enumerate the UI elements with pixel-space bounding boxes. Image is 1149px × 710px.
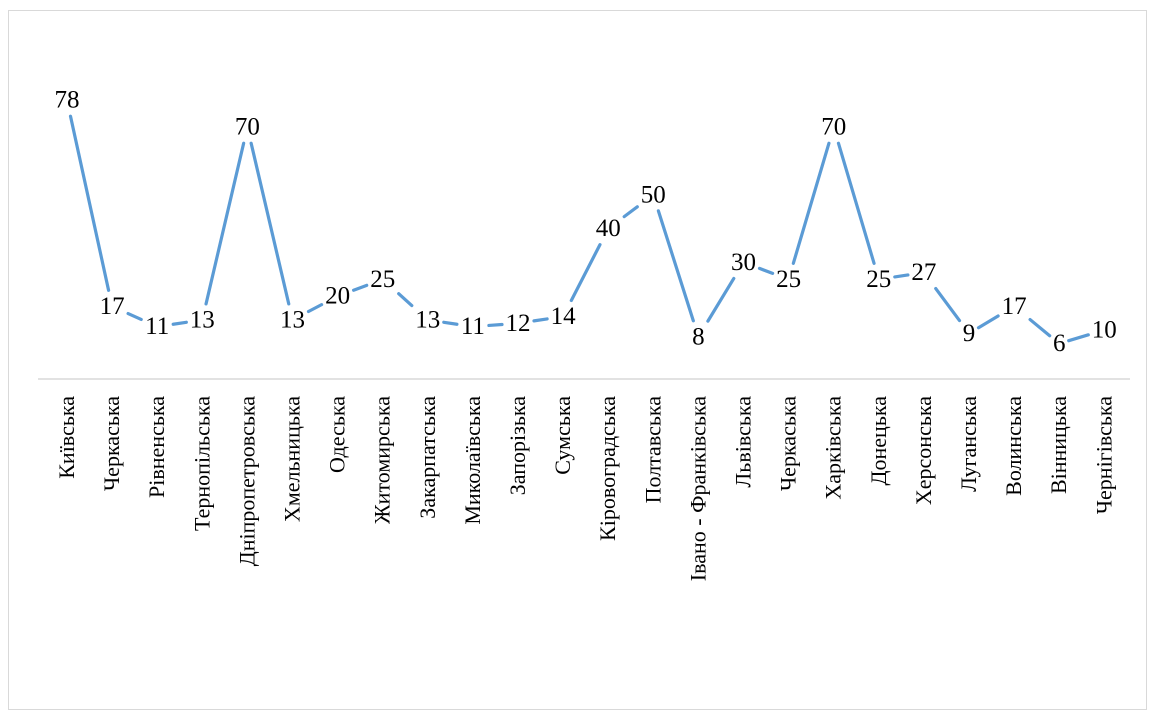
line-segment — [487, 322, 504, 328]
line-segment — [68, 114, 111, 292]
data-label: 9 — [963, 320, 976, 347]
x-tick-label: Полтавська — [640, 396, 665, 504]
x-tick-label: Дніпропетровська — [234, 396, 259, 566]
series-line-group — [68, 114, 1090, 343]
x-tick-label: Волинська — [1001, 396, 1026, 496]
data-label: 6 — [1053, 330, 1066, 357]
line-chart: 78 17 11 13 70 13 20 25 13 11 12 14 40 50 8 30 25 70 25 27 9… — [38, 87, 1130, 581]
line-segment — [976, 314, 1000, 330]
x-tick-label: Харківська — [821, 396, 846, 500]
x-tick-label: Кіровоградська — [595, 396, 620, 541]
line-segment — [397, 292, 414, 308]
x-tick-label: Запорізька — [505, 396, 530, 495]
x-tick-label: Чернігівська — [1091, 396, 1116, 514]
data-label: 12 — [506, 310, 531, 337]
data-label: 11 — [145, 313, 169, 340]
line-segment — [442, 320, 459, 326]
line-segment — [1028, 317, 1052, 338]
x-tick-label: Житомирська — [370, 396, 395, 524]
x-tick-label: Черкаська — [776, 396, 801, 491]
data-label-group: 78 17 11 13 70 13 20 25 13 11 12 14 40 50 8 30 25 70 25 27 9… — [55, 87, 1117, 357]
data-label: 78 — [55, 87, 80, 114]
line-segment — [934, 286, 962, 323]
x-tick-label: Херсонська — [911, 396, 936, 505]
x-tick-label: Сумська — [550, 396, 575, 475]
x-tick-label-group: Київська Черкаська Рівненська Тернопільська… — [54, 396, 1116, 581]
data-label: 20 — [325, 283, 350, 310]
x-tick-label: Вінницька — [1046, 396, 1071, 494]
x-tick-label: Луганська — [956, 396, 981, 492]
data-label: 13 — [280, 306, 305, 333]
line-segment — [757, 266, 775, 275]
line-segment — [656, 209, 695, 323]
data-label: 13 — [415, 306, 440, 333]
data-label: 17 — [100, 293, 125, 320]
line-segment — [791, 141, 831, 265]
x-tick-label: Одеська — [325, 396, 350, 473]
data-label: 11 — [461, 313, 485, 340]
line-segment — [171, 320, 188, 326]
x-tick-label: Рівненська — [144, 396, 169, 498]
line-segment — [1067, 333, 1090, 343]
data-label: 8 — [692, 323, 705, 350]
data-label: 25 — [370, 266, 395, 293]
line-segment — [204, 141, 246, 306]
x-tick-label: Тернопільська — [189, 396, 214, 531]
data-label: 40 — [596, 215, 621, 242]
data-label: 50 — [641, 181, 666, 208]
data-label: 25 — [776, 266, 801, 293]
data-label: 10 — [1092, 317, 1117, 344]
line-segment — [836, 141, 876, 265]
line-segment — [532, 317, 549, 323]
chart-frame — [8, 10, 1147, 710]
x-tick-label: Закарпатська — [415, 396, 440, 519]
data-label: 13 — [190, 306, 215, 333]
x-tick-label: Хмельницька — [280, 396, 305, 522]
data-label: 70 — [821, 114, 846, 141]
data-label: 17 — [1002, 293, 1027, 320]
x-tick-label: Черкаська — [99, 396, 124, 491]
data-label: 30 — [731, 249, 756, 276]
data-label: 14 — [551, 303, 577, 330]
line-segment — [893, 273, 910, 279]
line-segment — [306, 303, 324, 314]
line-segment — [706, 276, 736, 323]
x-tick-label: Київська — [54, 396, 79, 479]
data-label: 27 — [911, 259, 936, 286]
data-label: 70 — [235, 114, 260, 141]
x-tick-label: Івано - Франківська — [685, 396, 710, 581]
line-segment — [569, 243, 602, 303]
x-tick-label: Донецька — [866, 396, 891, 486]
line-segment — [249, 141, 291, 306]
x-tick-label: Миколаївська — [460, 396, 485, 525]
line-segment — [622, 205, 639, 219]
x-tick-label: Львівська — [731, 396, 756, 488]
line-segment — [126, 311, 143, 322]
line-segment — [352, 283, 369, 292]
data-label: 25 — [866, 266, 891, 293]
